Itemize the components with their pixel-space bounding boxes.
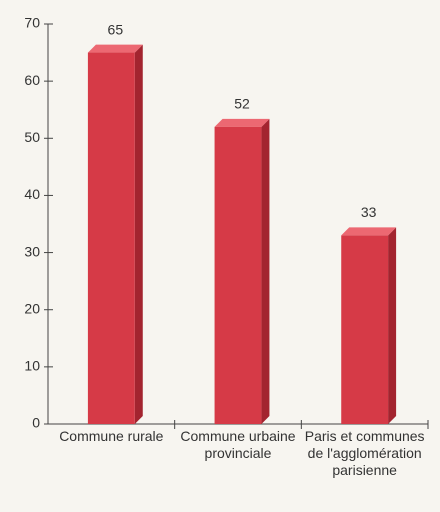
bar-front (341, 235, 389, 424)
y-tick-label: 40 (24, 186, 40, 202)
x-tick-label: Paris et communes de l'agglomération par… (304, 428, 425, 478)
x-tick-label: Commune urbaine provinciale (180, 428, 296, 461)
bar-side (388, 227, 397, 424)
bar-front (87, 52, 135, 424)
y-tick-label: 0 (32, 415, 40, 431)
value-label: 33 (361, 204, 377, 220)
y-tick-label: 60 (24, 72, 40, 88)
bar-top (87, 44, 143, 53)
bar (214, 118, 270, 424)
y-tick-label: 70 (24, 15, 40, 31)
y-tick-label: 50 (24, 129, 40, 145)
bar-top (341, 227, 397, 236)
bar (341, 227, 397, 424)
y-tick-label: 30 (24, 243, 40, 259)
value-label: 52 (234, 96, 250, 112)
x-tick-label: Commune rurale (59, 428, 164, 444)
bar (87, 44, 143, 424)
y-tick-label: 10 (24, 358, 40, 374)
value-label: 65 (108, 21, 124, 37)
bar-side (261, 118, 270, 424)
bar-side (134, 44, 143, 424)
y-tick-label: 20 (24, 300, 40, 316)
bar-front (214, 126, 262, 424)
bar-top (214, 118, 270, 127)
